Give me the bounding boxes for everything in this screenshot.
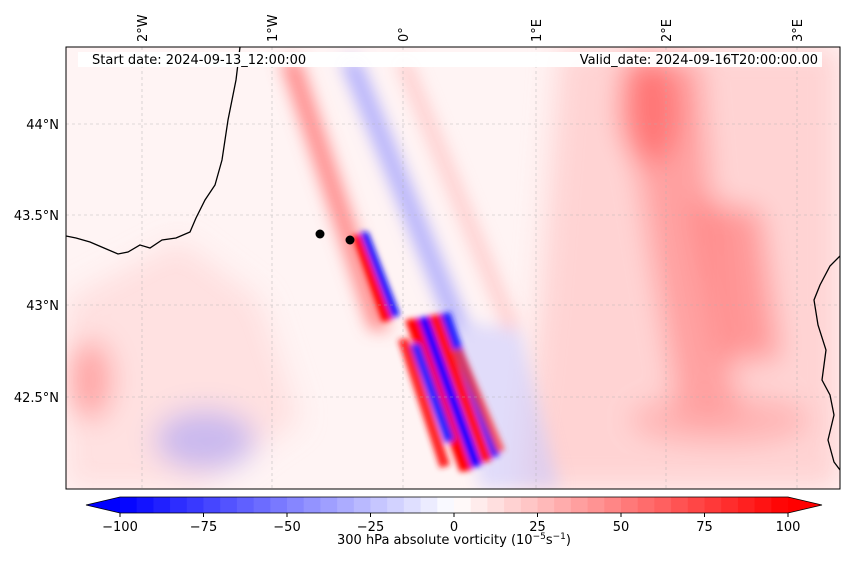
colorbar-label: 300 hPa absolute vorticity (10−5s−1) [337,532,571,548]
colorbar-segment [287,497,305,513]
coastline-west [66,47,241,255]
colorbar-segment [537,497,555,513]
colorbar-label-end: ) [566,533,571,548]
colorbar-tick-label: 0 [450,520,458,535]
lat-tick-label: 43°N [26,299,59,314]
colorbar-segment [570,497,589,513]
colorbar-segment [253,497,271,513]
colorbar-segment [170,497,188,513]
colorbar-segment [737,497,756,513]
start-date-text: Start date: 2024-09-13_12:00:00 [92,53,306,68]
colorbar-segment [337,497,355,513]
colorbar-segment [203,497,221,513]
colorbar-segment [704,497,722,513]
colorbar-segment [387,497,405,513]
colorbar-segment [437,497,455,513]
colorbar-segment [403,497,422,513]
colorbar-segment [420,497,438,513]
colorbar-tick-label: −75 [190,520,217,535]
lon-tick-label: 2°E [660,19,675,42]
longitude-ticks: 2°W 1°W 0° 1°E 2°E 3°E [136,14,806,42]
colorbar-tick-label: 75 [696,520,713,535]
colorbar-segment [220,497,238,513]
lon-tick-label: 0° [397,27,412,42]
colorbar-segment [554,497,572,513]
colorbar-segment [621,497,639,513]
colorbar-tick-label: −50 [273,520,300,535]
colorbar-segment [454,497,472,513]
colorbar-segment [270,497,288,513]
coastline-east [813,255,840,471]
latitude-ticks: 44°N 43.5°N 43°N 42.5°N [14,118,59,406]
colorbar-segment [721,497,739,513]
colorbar-segment [153,497,171,513]
lon-tick-label: 1°E [530,19,545,42]
colorbar-tick-label: 25 [529,520,546,535]
colorbar-segment [236,497,255,513]
colorbar-segment [120,497,138,513]
colorbar-tick-label: 50 [613,520,630,535]
colorbar-segment [487,497,505,513]
colorbar [85,496,823,514]
colorbar-segment [320,497,338,513]
colorbar-segment [671,497,689,513]
colorbar-label-mid: s [546,533,553,548]
graticule [66,47,840,489]
lat-tick-label: 43.5°N [14,209,59,224]
lon-tick-label: 2°W [136,14,151,42]
colorbar-segment [370,497,388,513]
lat-tick-label: 44°N [26,118,59,133]
colorbar-segment [604,497,622,513]
lon-tick-label: 1°W [266,14,281,42]
lat-tick-label: 42.5°N [14,391,59,406]
colorbar-segment [520,497,539,513]
colorbar-segment [637,497,655,513]
colorbar-segment [303,497,321,513]
colorbar-tick-label: 100 [776,520,801,535]
colorbar-segment [470,497,488,513]
colorbar-ticks: −100 −75 −50 −25 0 25 50 75 100 [102,513,800,535]
colorbar-segment [136,497,154,513]
colorbar-extend-min [86,497,120,513]
colorbar-label-exp1: −5 [533,532,546,542]
colorbar-extend-max [788,497,822,513]
colorbar-segment [353,497,372,513]
location-marker [315,229,325,239]
location-marker [345,235,355,245]
colorbar-tick-label: −100 [102,520,138,535]
colorbar-segment [771,497,789,513]
colorbar-segment [186,497,205,513]
colorbar-segment [654,497,672,513]
lon-tick-label: 3°E [791,19,806,42]
colorbar-segment [587,497,605,513]
colorbar-segment [754,497,772,513]
colorbar-label-main: 300 hPa absolute vorticity (10 [337,533,533,548]
colorbar-segment [504,497,522,513]
colorbar-label-exp2: −1 [553,532,566,542]
valid-date-text: Valid_date: 2024-09-16T20:00:00.00 [580,53,818,68]
colorbar-segment [687,497,706,513]
vorticity-field [66,47,840,489]
colorbar-tick-label: −25 [357,520,384,535]
